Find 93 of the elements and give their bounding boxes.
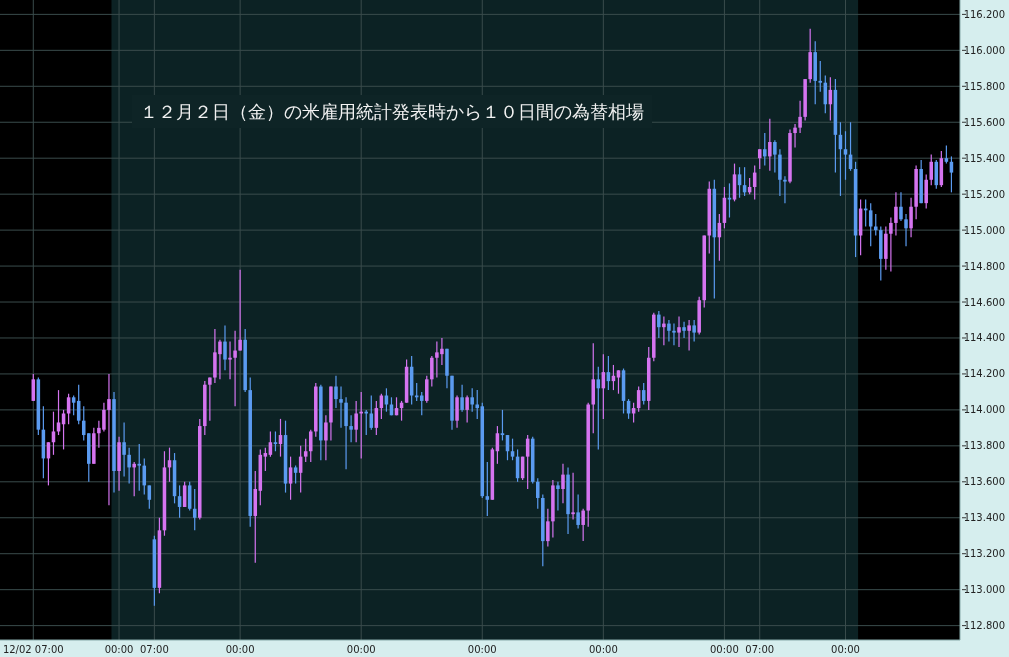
candlestick [576, 493, 580, 530]
candlestick [475, 389, 479, 420]
candlestick [425, 375, 429, 404]
candlestick [500, 409, 505, 442]
x-tick-label: 07:00 [139, 644, 169, 655]
candlestick [561, 463, 565, 504]
candlestick [208, 376, 212, 422]
candlestick [692, 319, 696, 343]
candlestick [793, 123, 797, 149]
candlestick [571, 472, 575, 521]
candlestick [677, 315, 681, 348]
candlestick [107, 373, 111, 506]
x-tick-label: 00:00 [467, 644, 497, 655]
candlestick [132, 461, 136, 497]
candlestick [687, 319, 691, 352]
candlestick [768, 118, 772, 172]
y-tick-label: 115.200 [963, 188, 1005, 200]
candlestick [929, 154, 934, 186]
candlestick [344, 396, 348, 470]
candlestick [727, 182, 732, 219]
candlestick [485, 461, 490, 517]
candlestick [263, 447, 268, 472]
y-tick-label: 114.200 [963, 368, 1005, 380]
candlestick [349, 414, 353, 443]
y-tick-label: 113.400 [963, 512, 1005, 524]
y-tick-label: 115.000 [963, 224, 1005, 236]
candlestick [546, 508, 550, 548]
candlestick [818, 60, 823, 93]
x-tick-label: 00:00 [104, 644, 134, 655]
candlestick [455, 394, 459, 429]
candlestick [339, 385, 343, 429]
y-tick-label: 114.800 [963, 260, 1005, 272]
candlestick [657, 310, 661, 339]
x-tick-label: 12/02 07:00 [2, 644, 64, 655]
candlestick [303, 438, 308, 463]
candlestick [798, 100, 802, 134]
x-tick-label: 00:00 [225, 644, 255, 655]
y-tick-label: 115.800 [963, 80, 1005, 92]
candlestick [909, 197, 913, 238]
candlestick [763, 132, 767, 166]
x-tick-label: 00:00 [346, 644, 376, 655]
candlestick [223, 324, 227, 371]
candlestick [682, 321, 686, 339]
y-tick-label: 116.200 [963, 8, 1005, 20]
candlestick [308, 429, 313, 463]
candlestick [773, 139, 777, 174]
y-tick-label: 115.600 [963, 116, 1005, 128]
candlestick [137, 443, 141, 492]
candlestick [430, 355, 434, 388]
candlestick [238, 269, 242, 352]
candlestick [667, 319, 671, 343]
candlestick [889, 216, 893, 273]
y-tick-label: 115.400 [963, 152, 1005, 164]
x-tick-label: 00:00 [710, 644, 739, 655]
candlestick [465, 394, 469, 424]
x-tick-label: 07:00 [745, 644, 775, 655]
candlestick [273, 430, 278, 452]
candlestick [233, 330, 237, 407]
candlestick [873, 213, 878, 237]
x-tick-label: 00:00 [588, 644, 618, 655]
candlestick [228, 340, 232, 380]
candlestick [470, 387, 474, 413]
text: １２月２日（金）の米雇用統計発表時から１０日間の為替相場 [140, 101, 644, 122]
candlestick [354, 400, 358, 443]
candlestick [843, 130, 848, 181]
candlestick [899, 191, 903, 222]
candlestick [510, 438, 515, 461]
candlestick [122, 421, 126, 477]
candlestick [783, 175, 787, 204]
candlestick [536, 477, 540, 510]
candlestick [127, 447, 131, 485]
candlestick [334, 375, 338, 409]
candlestick [324, 414, 328, 461]
candlestick [894, 191, 898, 237]
candlestick [581, 508, 585, 542]
y-tick-label: 112.800 [963, 620, 1005, 632]
candlestick [924, 173, 928, 210]
y-tick-label: 113.600 [963, 476, 1005, 488]
candlestick [662, 315, 666, 346]
y-tick-label: 113.800 [963, 440, 1005, 452]
y-tick-label: 114.400 [963, 332, 1005, 344]
candlestick [672, 323, 676, 346]
candlestick [904, 213, 908, 247]
candlestick [71, 394, 76, 416]
y-tick-label: 114.600 [963, 296, 1005, 308]
x-tick-label: 00:00 [831, 644, 860, 655]
candlestick [556, 481, 560, 512]
y-tick-label: 113.000 [963, 584, 1005, 596]
y-tick-label: 113.200 [963, 548, 1005, 560]
candlestick [460, 384, 464, 413]
candlestick [616, 369, 621, 395]
y-tick-label: 116.000 [963, 44, 1005, 56]
y-tick-label: 114.000 [963, 404, 1005, 416]
